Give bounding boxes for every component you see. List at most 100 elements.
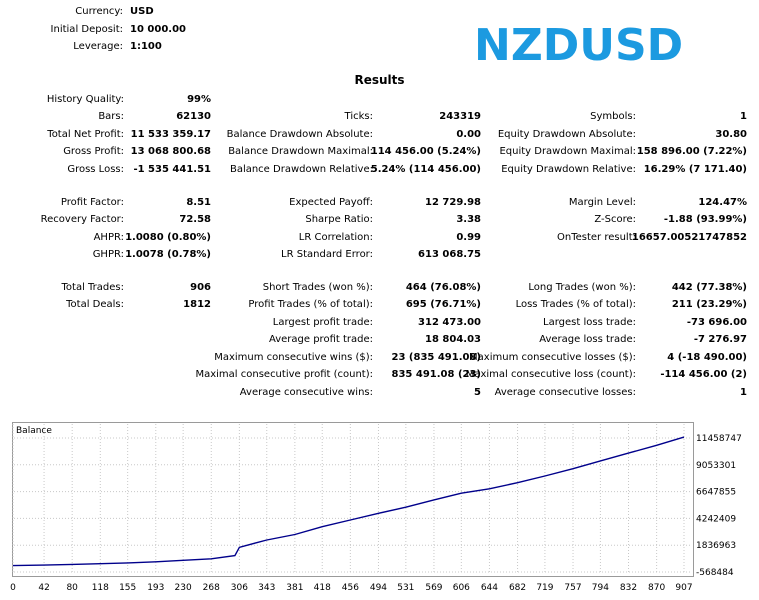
ticks-label: Ticks: xyxy=(344,111,373,122)
x-tick-label-15: 569 xyxy=(425,583,442,593)
recovery-factor-value: 72.58 xyxy=(179,214,211,225)
total-trades-label: Total Trades: xyxy=(61,282,125,293)
short-trades-label: Short Trades (won %): xyxy=(262,282,373,293)
gross-profit-value: 13 068 800.68 xyxy=(130,146,211,157)
chart-grid xyxy=(12,424,692,574)
sharpe-ratio-label: Sharpe Ratio: xyxy=(305,214,373,225)
average-consecutive-losses-value: 1 xyxy=(740,387,747,398)
x-tick-label-1: 42 xyxy=(38,583,49,593)
total-deals-value: 1812 xyxy=(183,299,211,310)
equity-drawdown-absolute-label: Equity Drawdown Absolute: xyxy=(497,129,636,140)
currency-value: USD xyxy=(130,6,154,17)
x-tick-label-19: 719 xyxy=(536,583,553,593)
average-profit-trade-label: Average profit trade: xyxy=(268,334,373,345)
x-tick-label-13: 494 xyxy=(370,583,387,593)
ahpr-label: AHPR: xyxy=(93,232,124,243)
largest-profit-trade-value: 312 473.00 xyxy=(418,317,481,328)
x-tick-label-12: 456 xyxy=(342,583,359,593)
margin-level-label: Margin Level: xyxy=(568,197,636,208)
largest-loss-trade-label: Largest loss trade: xyxy=(543,317,636,328)
y-tick-label-4: 1836963 xyxy=(696,541,736,551)
ticks-value: 243319 xyxy=(439,111,481,122)
total-deals-label: Total Deals: xyxy=(66,299,124,310)
history-quality-label: History Quality: xyxy=(46,94,124,105)
x-tick-label-4: 155 xyxy=(119,583,136,593)
x-tick-label-0: 0 xyxy=(10,583,16,593)
currency-label: Currency: xyxy=(75,6,123,17)
balance-drawdown-maximal-value: 114 456.00 (5.24%) xyxy=(370,146,481,157)
maximal-consecutive-profit-label: Maximal consecutive profit (count): xyxy=(195,369,373,380)
ghpr-label: GHPR: xyxy=(92,249,124,260)
gross-loss-value: -1 535 441.51 xyxy=(133,164,211,175)
average-consecutive-losses-label: Average consecutive losses: xyxy=(494,387,636,398)
long-trades-label: Long Trades (won %): xyxy=(528,282,636,293)
gross-profit-label: Gross Profit: xyxy=(63,146,124,157)
equity-drawdown-maximal-label: Equity Drawdown Maximal: xyxy=(499,146,636,157)
maximal-consecutive-loss-value: -114 456.00 (2) xyxy=(660,369,747,380)
leverage-value: 1:100 xyxy=(130,41,162,52)
y-axis-ticks: 11458747 9053301 6647855 4242409 1836963 -568… xyxy=(696,434,742,578)
balance-line xyxy=(12,436,685,567)
loss-trades-label: Loss Trades (% of total): xyxy=(515,299,636,310)
largest-profit-trade-label: Largest profit trade: xyxy=(272,317,373,328)
x-tick-label-5: 193 xyxy=(147,583,164,593)
maximal-consecutive-loss-label: Maximal consecutive loss (count): xyxy=(465,369,636,380)
average-consecutive-wins-label: Average consecutive wins: xyxy=(239,387,373,398)
profit-trades-value: 695 (76.71%) xyxy=(405,299,481,310)
y-tick-label-5: -568484 xyxy=(696,568,734,578)
balance-chart-frame xyxy=(12,422,694,577)
y-tick-label-0: 11458747 xyxy=(696,434,742,444)
balance-drawdown-absolute-value: 0.00 xyxy=(456,129,481,140)
results-title: Results xyxy=(354,73,405,87)
expected-payoff-label: Expected Payoff: xyxy=(289,197,373,208)
profit-factor-value: 8.51 xyxy=(186,197,211,208)
x-tick-label-9: 343 xyxy=(258,583,275,593)
balance-drawdown-relative-label: Balance Drawdown Relative: xyxy=(229,164,373,175)
y-tick-label-3: 4242409 xyxy=(696,514,736,524)
average-profit-trade-value: 18 804.03 xyxy=(425,334,481,345)
long-trades-value: 442 (77.38%) xyxy=(671,282,747,293)
average-loss-trade-label: Average loss trade: xyxy=(539,334,636,345)
y-tick-label-1: 9053301 xyxy=(696,461,736,471)
lr-correlation-label: LR Correlation: xyxy=(298,232,373,243)
x-tick-label-14: 531 xyxy=(397,583,414,593)
symbol-title: NZDUSD xyxy=(474,20,684,71)
initial-deposit-label: Initial Deposit: xyxy=(50,24,123,35)
balance-drawdown-absolute-label: Balance Drawdown Absolute: xyxy=(226,129,373,140)
symbols-value: 1 xyxy=(740,111,747,122)
equity-drawdown-maximal-value: 158 896.00 (7.22%) xyxy=(636,146,747,157)
ontester-result-value: 16657.00521747852 xyxy=(631,232,747,243)
chart-title: Balance xyxy=(16,426,52,436)
x-tick-label-7: 268 xyxy=(203,583,220,593)
max-consecutive-losses-value: 4 (-18 490.00) xyxy=(667,352,747,363)
x-tick-label-22: 832 xyxy=(620,583,637,593)
total-net-profit-label: Total Net Profit: xyxy=(47,129,124,140)
average-loss-trade-value: -7 276.97 xyxy=(693,334,747,345)
total-trades-value: 906 xyxy=(190,282,211,293)
balance-drawdown-relative-value: 5.24% (114 456.00) xyxy=(370,164,481,175)
x-tick-label-8: 306 xyxy=(231,583,248,593)
largest-loss-trade-value: -73 696.00 xyxy=(686,317,747,328)
ghpr-value: 1.0078 (0.78%) xyxy=(125,249,211,260)
initial-deposit-value: 10 000.00 xyxy=(130,24,186,35)
loss-trades-value: 211 (23.29%) xyxy=(671,299,747,310)
profit-trades-label: Profit Trades (% of total): xyxy=(248,299,373,310)
equity-drawdown-relative-value: 16.29% (7 171.40) xyxy=(643,164,747,175)
max-consecutive-wins-value: 23 (835 491.08) xyxy=(391,352,481,363)
history-quality-value: 99% xyxy=(187,94,211,105)
balance-drawdown-maximal-label: Balance Drawdown Maximal: xyxy=(228,146,373,157)
x-tick-label-2: 80 xyxy=(66,583,78,593)
x-axis-ticks: 0 42 80 118 155 193 230 268 306 343 381 418 456 494 53… xyxy=(10,583,692,593)
y-tick-label-2: 6647855 xyxy=(696,488,736,498)
x-tick-label-6: 230 xyxy=(175,583,192,593)
z-score-value: -1.88 (93.99%) xyxy=(663,214,747,225)
total-net-profit-value: 11 533 359.17 xyxy=(130,129,211,140)
leverage-label: Leverage: xyxy=(73,41,123,52)
lr-standard-error-label: LR Standard Error: xyxy=(281,249,373,260)
expected-payoff-value: 12 729.98 xyxy=(425,197,481,208)
x-tick-label-23: 870 xyxy=(648,583,665,593)
x-tick-label-24: 907 xyxy=(675,583,692,593)
bars-value: 62130 xyxy=(176,111,211,122)
lr-correlation-value: 0.99 xyxy=(456,232,481,243)
